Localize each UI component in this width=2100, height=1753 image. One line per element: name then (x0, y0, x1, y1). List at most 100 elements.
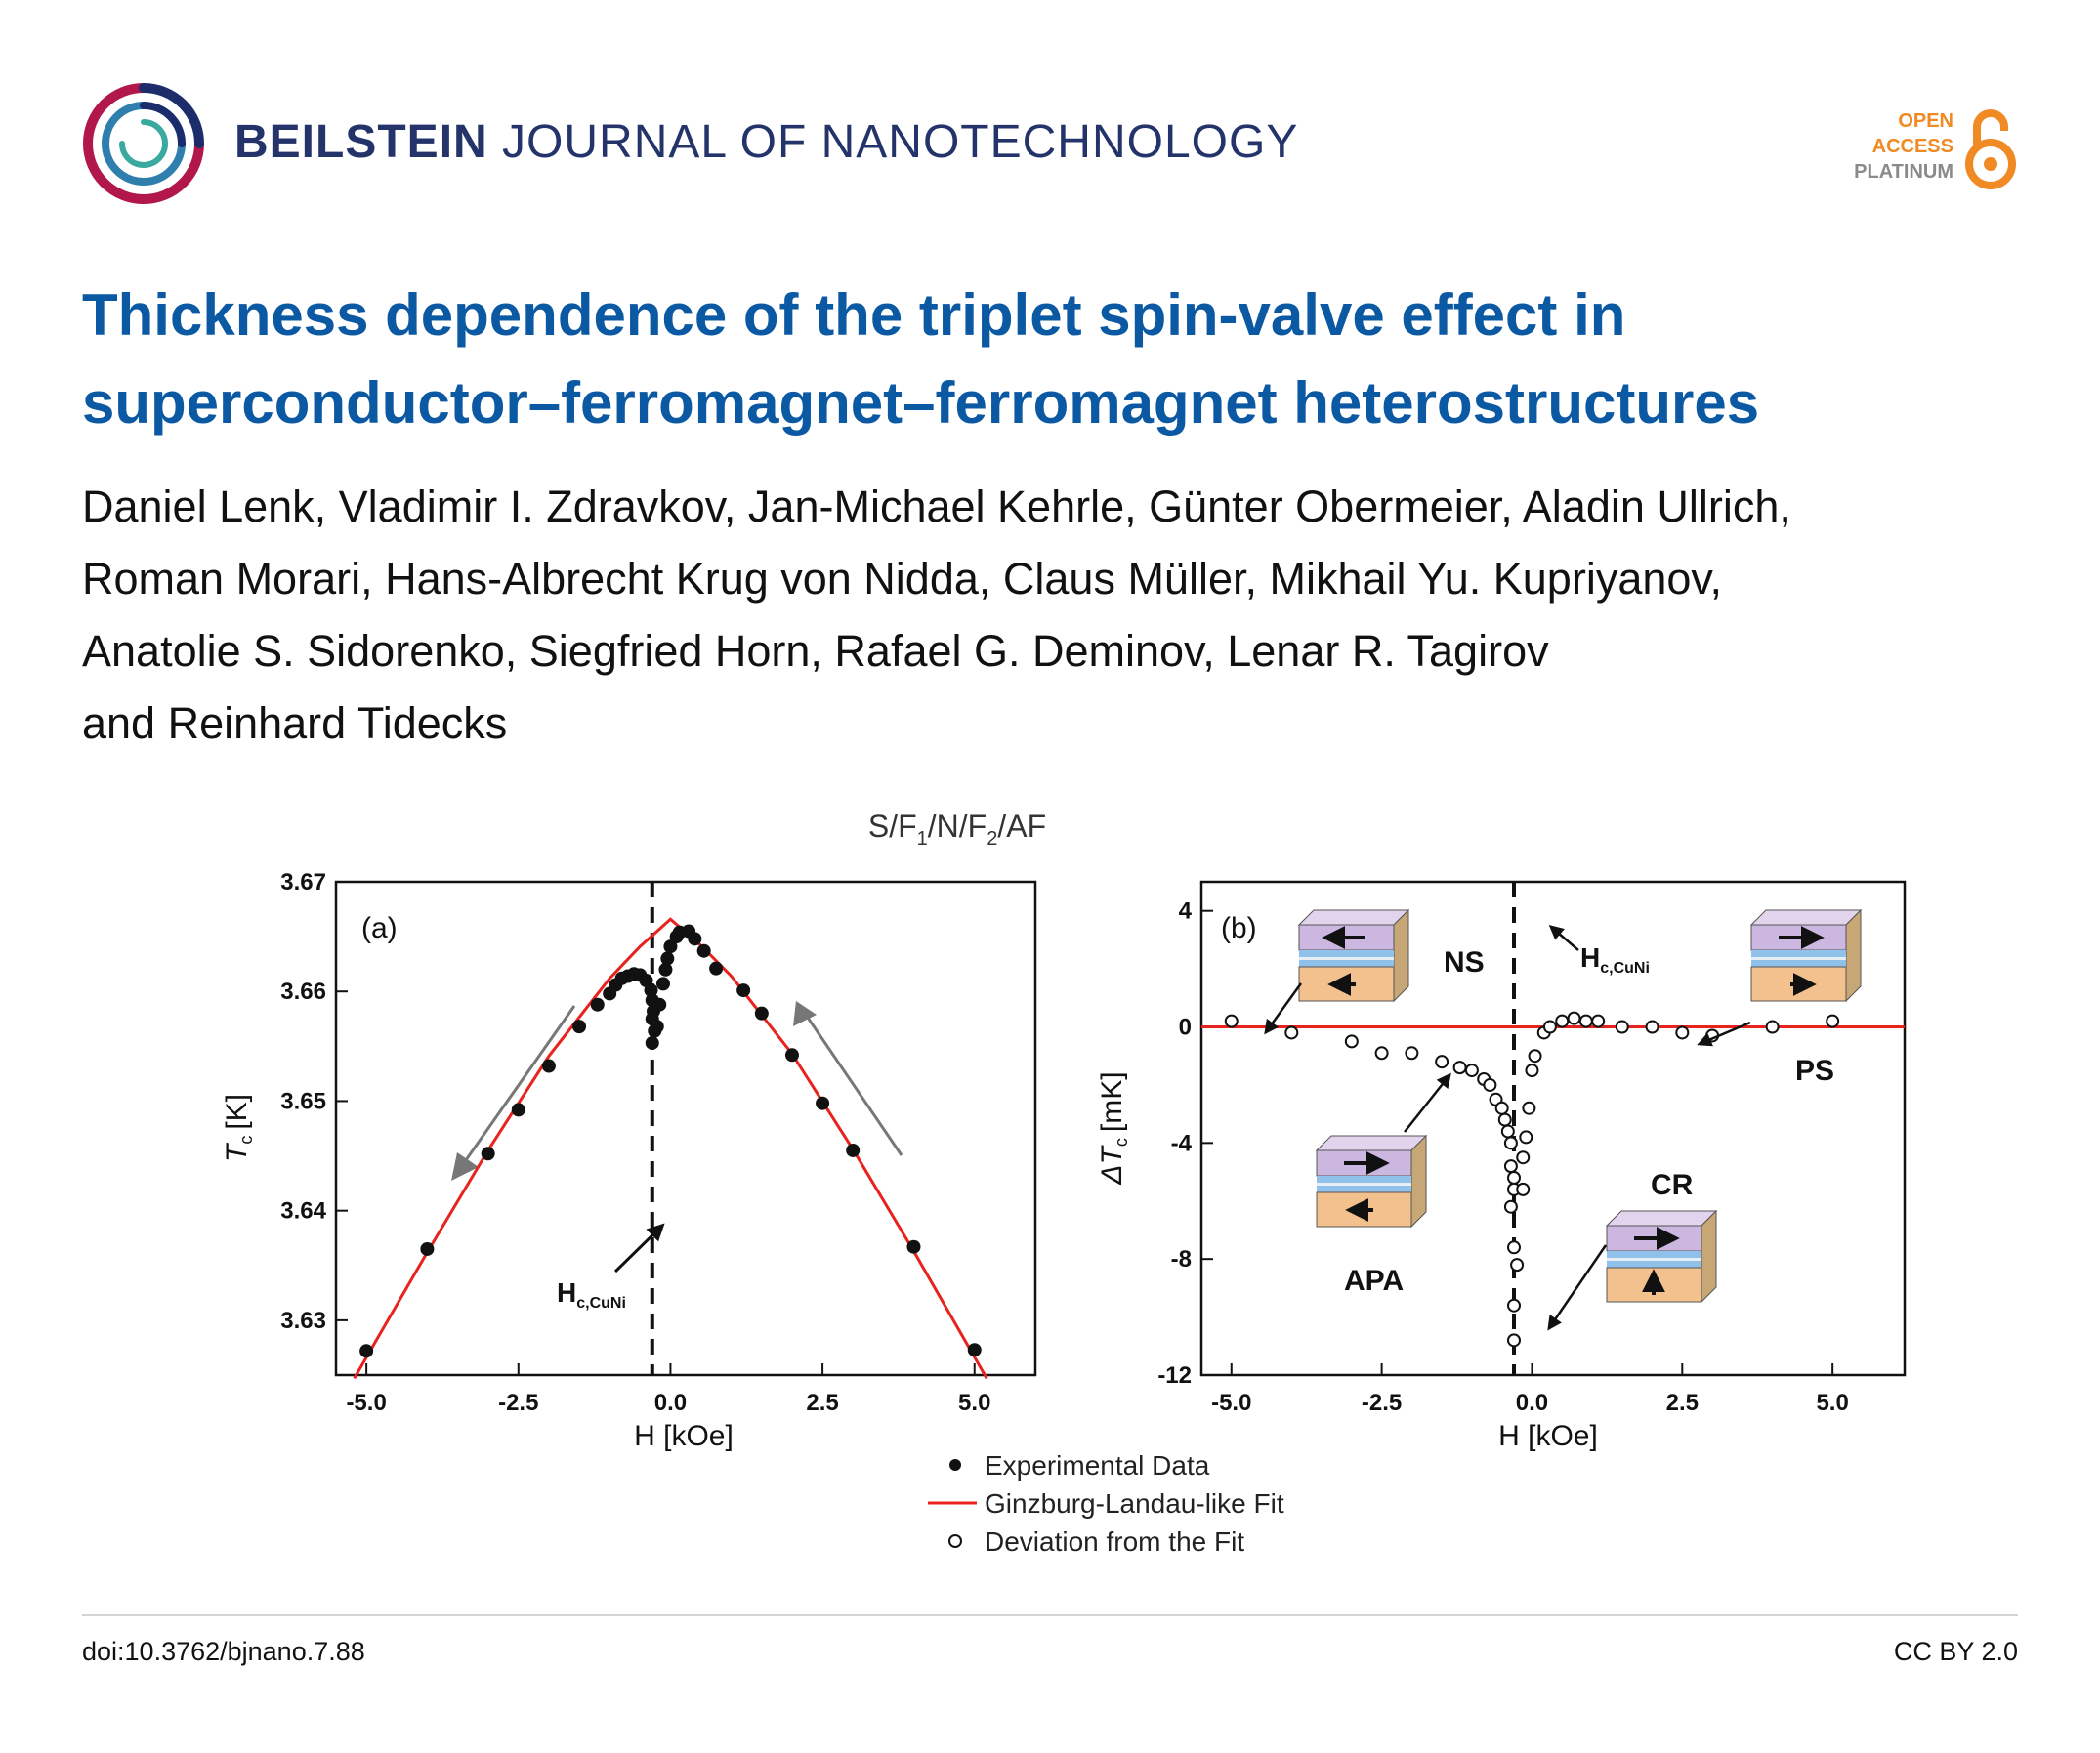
deviation-point (1516, 1150, 1531, 1165)
y-tick-label: 0 (1179, 1015, 1192, 1041)
y-tick-label: -8 (1171, 1246, 1192, 1273)
deviation-point (1374, 1046, 1389, 1061)
deviation-point (1494, 1101, 1509, 1115)
data-point (846, 1143, 861, 1157)
legend-label-fit: Ginzburg-Landau-like Fit (985, 1488, 1284, 1519)
deviation-point (1224, 1014, 1239, 1028)
state-label-apa: APA (1344, 1265, 1404, 1297)
deviation-point (1503, 1159, 1518, 1174)
data-point (541, 1059, 556, 1073)
x-tick-label: -5.0 (346, 1390, 386, 1416)
y-tick-label: -12 (1157, 1362, 1192, 1389)
deviation-point (1435, 1055, 1449, 1069)
y-tick-label: 3.64 (280, 1198, 326, 1225)
deviation-point (1567, 1011, 1581, 1025)
y-tick-label: 3.67 (280, 869, 326, 896)
sweep-arrow-down-head (451, 1152, 479, 1181)
legend-label-deviation: Deviation from the Fit (985, 1526, 1244, 1557)
deviation-point (1522, 1101, 1536, 1115)
graphical-abstract-figure: S/F1/N/F2/AF (a) -5.0 -2.5 0.0 2.5 5.0 3.63 3.… (221, 809, 1907, 1557)
sweep-arrow-up (804, 1014, 903, 1156)
deviation-point (1405, 1046, 1419, 1061)
data-point (590, 997, 605, 1012)
x-axis-label-b: H [kOe] (1498, 1420, 1598, 1452)
legend-marker-deviation (948, 1534, 962, 1548)
deviation-point (1507, 1298, 1521, 1313)
figure-title: S/F1/N/F2/AF (868, 809, 1046, 850)
x-tick-label: 2.5 (806, 1390, 838, 1416)
data-point (816, 1096, 830, 1110)
data-point (663, 939, 678, 954)
deviation-point (1510, 1258, 1525, 1273)
data-point (688, 932, 702, 946)
deviation-point (1645, 1020, 1659, 1034)
deviation-point (1500, 1124, 1515, 1139)
x-tick-label: -2.5 (498, 1390, 538, 1416)
legend-label-experimental: Experimental Data (985, 1450, 1210, 1481)
stack-ns-icon (1298, 909, 1409, 1002)
hc-annotation-b: Hc,CuNi (1580, 942, 1650, 977)
x-tick-label: 2.5 (1666, 1390, 1699, 1416)
stack-apa-icon (1316, 1135, 1427, 1228)
y-tick-label: 4 (1179, 898, 1193, 925)
stack-ps-icon (1750, 909, 1862, 1002)
deviation-point (1516, 1182, 1531, 1196)
deviation-point (1284, 1025, 1299, 1040)
data-point (652, 997, 667, 1012)
y-tick-label: 3.66 (280, 979, 326, 1005)
data-point (736, 983, 751, 998)
journal-name: BEILSTEIN JOURNAL OF NANOTECHNOLOGY (234, 115, 1298, 169)
y-tick-label: 3.65 (280, 1088, 326, 1114)
deviation-point (1503, 1199, 1518, 1214)
article-title: Thickness dependence of the triplet spin… (82, 282, 1760, 436)
deviation-point (1507, 1171, 1521, 1185)
deviation-point (1528, 1049, 1542, 1064)
journal-name-bold: BEILSTEIN (234, 116, 488, 168)
deviation-point (1615, 1020, 1629, 1034)
author-line: Roman Morari, Hans-Albrecht Krug von Nid… (82, 554, 1723, 604)
data-point (420, 1241, 435, 1256)
data-point (572, 1020, 587, 1034)
hc-annotation-a: Hc,CuNi (557, 1277, 626, 1312)
footer-divider (82, 1614, 2018, 1616)
chart-panel-a: (a) -5.0 -2.5 0.0 2.5 5.0 3.63 3.64 3.65 3.66 3.6… (221, 869, 1037, 1452)
state-label-ns: NS (1444, 946, 1485, 979)
deviation-point (1578, 1014, 1593, 1028)
data-point (650, 1020, 664, 1034)
deviation-point (1542, 1020, 1557, 1034)
oa-line-open: OPEN (1898, 110, 1953, 132)
data-point (658, 962, 673, 977)
hc-annotation-arrow-b (1548, 925, 1579, 951)
oa-line-access: ACCESS (1871, 136, 1953, 157)
journal-name-rest: JOURNAL OF NANOTECHNOLOGY (502, 116, 1299, 168)
apa-pointer-arrow (1404, 1072, 1451, 1133)
cr-pointer-arrow (1547, 1244, 1608, 1331)
data-point (660, 951, 675, 966)
ns-pointer-arrow (1264, 982, 1303, 1035)
x-axis-label-a: H [kOe] (634, 1420, 734, 1452)
author-line: Anatolie S. Sidorenko, Siegfried Horn, R… (82, 626, 1549, 676)
y-axis-label-b: ΔTc[mK] (1096, 1071, 1131, 1185)
panel-label-a: (a) (361, 912, 398, 944)
deviation-point (1497, 1112, 1512, 1127)
y-tick-label: -4 (1171, 1130, 1193, 1156)
stack-cr-icon (1606, 1210, 1717, 1303)
ps-pointer-arrow (1697, 1021, 1751, 1047)
hc-annotation-arrow-a (613, 1223, 665, 1273)
x-tick-label: -5.0 (1211, 1390, 1251, 1416)
state-label-cr: CR (1651, 1169, 1694, 1201)
deviation-point (1507, 1240, 1521, 1255)
doi-text: doi:10.3762/bjnano.7.88 (82, 1637, 365, 1666)
author-line: and Reinhard Tidecks (82, 698, 508, 748)
data-point (511, 1103, 525, 1117)
data-point (709, 961, 724, 976)
deviation-point (1503, 1136, 1518, 1150)
journal-logo-icon (83, 83, 204, 204)
deviation-point (1826, 1014, 1840, 1028)
deviation-point (1507, 1333, 1521, 1348)
plot-frame-a (334, 880, 1037, 1377)
x-tick-label: 5.0 (1816, 1390, 1848, 1416)
x-tick-label: -2.5 (1362, 1390, 1402, 1416)
oa-line-platinum: PLATINUM (1854, 161, 1953, 183)
data-point (481, 1147, 495, 1161)
